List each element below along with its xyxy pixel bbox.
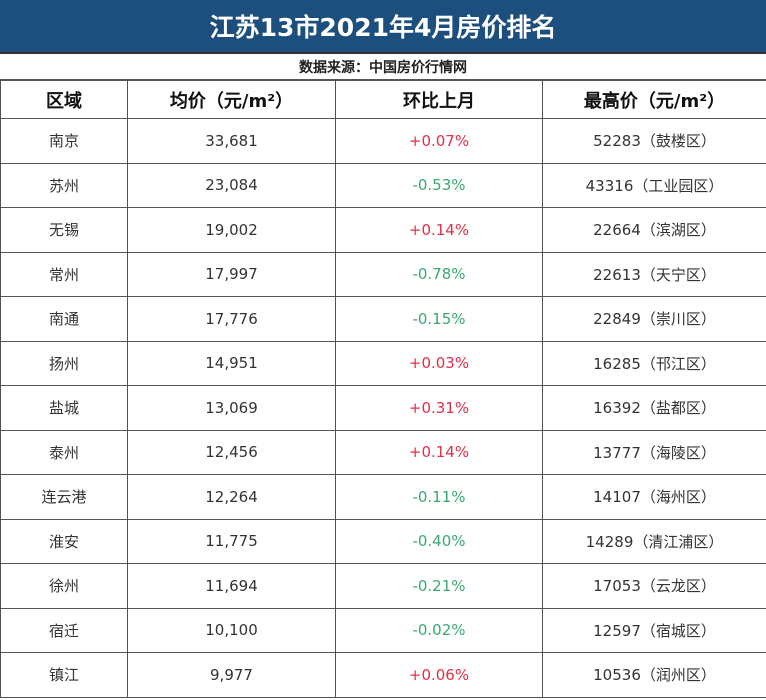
table-row: 淮安 11,775 -0.40% 14289（清江浦区）	[0, 518, 766, 564]
cell-region: 连云港	[0, 474, 128, 520]
cell-max-price: 12597（宿城区）	[542, 607, 766, 653]
cell-max-price: 22664（滨湖区）	[542, 207, 766, 253]
cell-mom-change: +0.14%	[335, 429, 543, 475]
table-row: 苏州 23,084 -0.53% 43316（工业园区）	[0, 162, 766, 208]
cell-mom-change: +0.03%	[335, 340, 543, 386]
cell-region: 泰州	[0, 429, 128, 475]
table-title: 江苏13市2021年4月房价排名	[0, 0, 766, 54]
table-row: 盐城 13,069 +0.31% 16392（盐都区）	[0, 385, 766, 431]
cell-region: 南通	[0, 296, 128, 342]
cell-region: 徐州	[0, 563, 128, 609]
cell-max-price: 10536（润州区）	[542, 652, 766, 698]
cell-mom-change: -0.40%	[335, 518, 543, 564]
cell-avg-price: 11,775	[127, 518, 336, 564]
cell-region: 南京	[0, 118, 128, 164]
cell-region: 无锡	[0, 207, 128, 253]
cell-max-price: 16285（邗江区）	[542, 340, 766, 386]
cell-avg-price: 33,681	[127, 118, 336, 164]
cell-mom-change: -0.53%	[335, 162, 543, 208]
cell-mom-change: -0.11%	[335, 474, 543, 520]
cell-max-price: 22613（天宁区）	[542, 251, 766, 297]
cell-region: 镇江	[0, 652, 128, 698]
header-avg-price: 均价（元/m²）	[127, 80, 336, 119]
table-row: 南京 33,681 +0.07% 52283（鼓楼区）	[0, 118, 766, 164]
cell-avg-price: 17,776	[127, 296, 336, 342]
cell-mom-change: +0.14%	[335, 207, 543, 253]
cell-avg-price: 23,084	[127, 162, 336, 208]
cell-max-price: 16392（盐都区）	[542, 385, 766, 431]
cell-region: 常州	[0, 251, 128, 297]
cell-mom-change: -0.21%	[335, 563, 543, 609]
cell-avg-price: 10,100	[127, 607, 336, 653]
cell-max-price: 43316（工业园区）	[542, 162, 766, 208]
cell-avg-price: 13,069	[127, 385, 336, 431]
cell-max-price: 17053（云龙区）	[542, 563, 766, 609]
table-row: 泰州 12,456 +0.14% 13777（海陵区）	[0, 429, 766, 475]
table-row: 无锡 19,002 +0.14% 22664（滨湖区）	[0, 207, 766, 253]
table-row: 连云港 12,264 -0.11% 14107（海州区）	[0, 474, 766, 520]
cell-mom-change: -0.15%	[335, 296, 543, 342]
cell-avg-price: 12,264	[127, 474, 336, 520]
cell-region: 盐城	[0, 385, 128, 431]
cell-mom-change: +0.07%	[335, 118, 543, 164]
cell-mom-change: +0.06%	[335, 652, 543, 698]
table-row: 宿迁 10,100 -0.02% 12597（宿城区）	[0, 607, 766, 653]
header-mom-change: 环比上月	[335, 80, 543, 119]
cell-max-price: 22849（崇川区）	[542, 296, 766, 342]
data-source: 数据来源：中国房价行情网	[0, 54, 766, 80]
cell-region: 淮安	[0, 518, 128, 564]
cell-max-price: 14107（海州区）	[542, 474, 766, 520]
table-row: 徐州 11,694 -0.21% 17053（云龙区）	[0, 563, 766, 609]
cell-mom-change: -0.02%	[335, 607, 543, 653]
cell-avg-price: 11,694	[127, 563, 336, 609]
cell-mom-change: -0.78%	[335, 251, 543, 297]
cell-avg-price: 17,997	[127, 251, 336, 297]
header-row: 区域 均价（元/m²） 环比上月 最高价（元/m²）	[0, 80, 766, 119]
cell-mom-change: +0.31%	[335, 385, 543, 431]
cell-region: 宿迁	[0, 607, 128, 653]
header-max-price: 最高价（元/m²）	[542, 80, 766, 119]
cell-max-price: 52283（鼓楼区）	[542, 118, 766, 164]
price-table: 区域 均价（元/m²） 环比上月 最高价（元/m²） 南京 33,681 +0.07…	[0, 80, 766, 698]
cell-region: 苏州	[0, 162, 128, 208]
cell-avg-price: 19,002	[127, 207, 336, 253]
cell-region: 扬州	[0, 340, 128, 386]
cell-avg-price: 14,951	[127, 340, 336, 386]
cell-avg-price: 12,456	[127, 429, 336, 475]
table-row: 南通 17,776 -0.15% 22849（崇川区）	[0, 296, 766, 342]
table-row: 常州 17,997 -0.78% 22613（天宁区）	[0, 251, 766, 297]
header-region: 区域	[0, 80, 128, 119]
cell-max-price: 13777（海陵区）	[542, 429, 766, 475]
cell-avg-price: 9,977	[127, 652, 336, 698]
cell-max-price: 14289（清江浦区）	[542, 518, 766, 564]
table-row: 镇江 9,977 +0.06% 10536（润州区）	[0, 652, 766, 698]
table-row: 扬州 14,951 +0.03% 16285（邗江区）	[0, 340, 766, 386]
